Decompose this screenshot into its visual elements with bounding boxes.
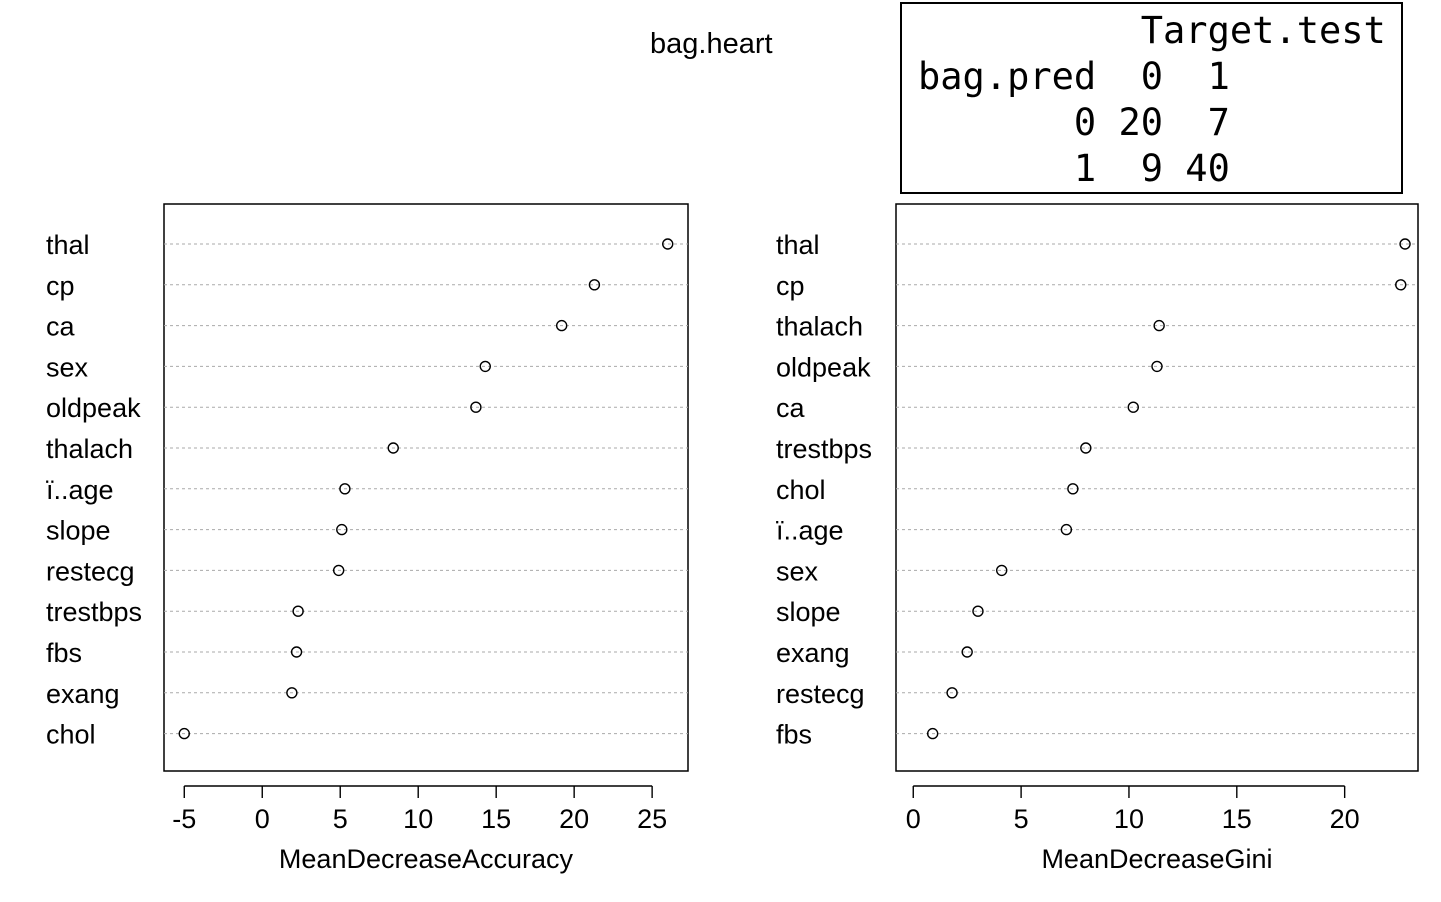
data-point [479,360,491,373]
x-tick-label: 5 [333,804,348,834]
data-point [290,646,303,658]
row-label: restecg [46,556,135,586]
data-point [339,483,351,495]
x-tick-label: 20 [559,804,589,834]
row-label: ca [46,312,76,342]
row-label: oldpeak [776,352,871,382]
data-point [946,687,958,699]
data-point [926,727,939,740]
data-point [286,687,298,699]
data-point [1399,238,1411,250]
x-tick-label: 10 [1114,804,1144,834]
confusion-col-labels: bag.pred 0 1 [918,55,1230,98]
data-point [1067,483,1079,495]
row-label: restecg [776,679,865,709]
row-label: trestbps [46,597,142,627]
row-label: fbs [46,638,82,668]
row-label: fbs [776,720,812,750]
confusion-header: Target.test [918,9,1386,52]
data-point [1127,401,1139,413]
plot-frame [895,203,1419,772]
x-tick-label: -5 [172,804,196,834]
data-point [178,727,190,740]
data-point [972,605,984,617]
x-tick-label: 0 [906,804,921,834]
data-point [1151,360,1163,373]
row-label: thal [46,230,90,260]
data-point [336,523,348,536]
data-point [470,401,482,413]
data-point [662,238,674,250]
data-point [555,319,568,332]
x-tick-label: 20 [1330,804,1360,834]
row-label: thalach [776,312,863,342]
row-label: thalach [46,434,133,464]
x-axis-label: MeanDecreaseAccuracy [279,844,574,874]
data-point [1153,319,1165,332]
x-tick-label: 5 [1014,804,1029,834]
chart-title: bag.heart [650,28,773,60]
row-label: cp [776,271,805,301]
confusion-row-1: 1 9 40 [918,147,1230,190]
confusion-matrix-box: Target.test bag.pred 0 1 0 20 7 1 9 40 [900,2,1403,194]
data-point [961,646,973,658]
confusion-matrix-text: Target.test bag.pred 0 1 0 20 7 1 9 40 [918,8,1386,192]
row-label: ca [776,393,806,423]
data-point [588,279,601,291]
row-label: thal [776,230,820,260]
row-label: oldpeak [46,393,141,423]
x-tick-label: 15 [481,804,511,834]
x-tick-label: 10 [403,804,433,834]
row-label: exang [46,679,120,709]
confusion-row-0: 0 20 7 [918,101,1230,144]
plot-frame [163,203,689,772]
data-point [292,605,304,617]
data-point [332,564,345,577]
data-point [387,442,399,454]
row-label: exang [776,638,850,668]
row-label: trestbps [776,434,872,464]
x-tick-label: 15 [1222,804,1252,834]
row-label: chol [776,475,826,505]
x-tick-label: 0 [255,804,270,834]
row-label: slope [46,516,111,546]
row-label: sex [776,556,819,586]
data-point [1060,523,1073,536]
row-label: slope [776,597,841,627]
row-label: cp [46,271,75,301]
x-axis-label: MeanDecreaseGini [1041,844,1272,874]
row-label: ï..age [776,516,844,546]
data-point [1080,442,1092,454]
row-label: ï..age [46,475,114,505]
row-label: chol [46,720,96,750]
data-point [995,564,1008,577]
data-point [1395,279,1407,291]
x-tick-label: 25 [637,804,667,834]
row-label: sex [46,352,89,382]
